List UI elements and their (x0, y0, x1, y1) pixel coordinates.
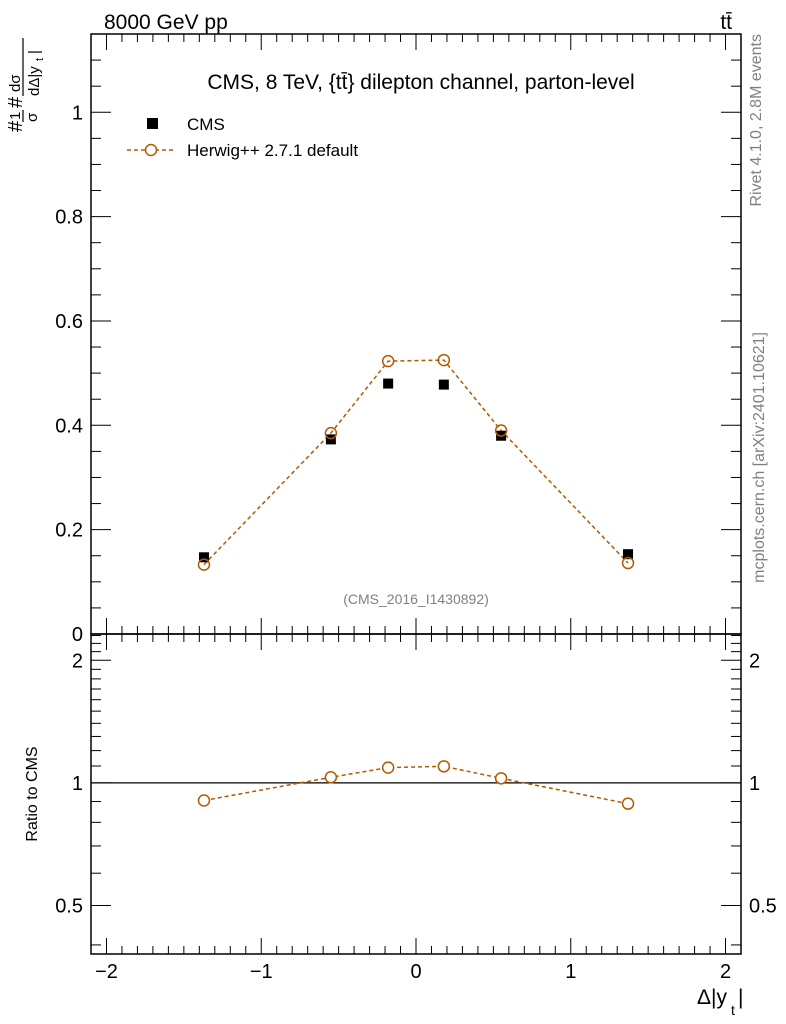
ratio-y-tick-label-right: 0.5 (749, 895, 777, 917)
herwig-point (437, 353, 451, 367)
ratio-herwig-point (324, 771, 338, 784)
main-panel: 0 0.2 0.4 0.6 0.8 1 CMS, 8 TeV, {tt̄} dilepto… (5, 33, 742, 646)
ratio-series (91, 760, 741, 810)
main-y-axis-label: # 1 σ # dσ dΔ|y t | (5, 38, 46, 132)
mcplots-label: mcplots.cern.ch [arXiv:2401.10621] (751, 332, 768, 583)
ratio-y-axis-label: Ratio to CMS (24, 746, 41, 841)
ratio-herwig-point (621, 797, 635, 810)
ratio-y-tick-label-left: 0.5 (55, 895, 83, 917)
main-y-tick-label: 0.6 (55, 311, 83, 333)
legend: CMS Herwig++ 2.7.1 default (127, 115, 358, 160)
main-y-tick-label: 0 (72, 624, 83, 646)
herwig-point (494, 424, 508, 437)
y-label-bar: | (26, 50, 43, 54)
ratio-frame (90, 633, 742, 955)
main-y-tick-label: 0.8 (55, 207, 83, 229)
ratio-y-tick-label-left: 1 (72, 773, 83, 795)
ratio-herwig-line (203, 765, 629, 805)
ratio-y-tick-label-right: 1 (749, 773, 760, 795)
ratio-y-tick-label-left: 2 (72, 650, 83, 672)
x-axis-label: Δ|y t | (697, 986, 743, 1018)
header-left: 8000 GeV pp (104, 11, 228, 34)
ratio-x-axis: −2 −1 0 1 2 (95, 634, 731, 983)
ratio-herwig-point (381, 761, 395, 774)
legend-marker-herwig (144, 143, 158, 157)
legend-marker-cms (147, 118, 158, 129)
ratio-herwig-point (197, 794, 211, 807)
x-tick-label: 2 (720, 961, 731, 983)
y-label-one: 1 (7, 112, 24, 120)
main-series (197, 353, 635, 571)
herwig-line (203, 359, 629, 566)
x-tick-label: −2 (95, 961, 118, 983)
herwig-point (621, 556, 635, 570)
analysis-watermark: (CMS_2016_I1430892) (343, 591, 489, 607)
y-label-hash-2: # (5, 96, 27, 108)
y-label-ddy: dΔ|y (26, 66, 43, 96)
y-label-sub-t: t (34, 58, 46, 61)
cms-data-point (383, 378, 394, 389)
main-y-tick-label: 0.4 (55, 415, 83, 437)
main-y-axis: 0 0.2 0.4 0.6 0.8 1 (55, 59, 741, 646)
main-x-ticks (105, 34, 727, 634)
ratio-y-axis: 0.5 0.5 1 1 2 2 (55, 635, 777, 946)
x-label-delta-y: Δ|y (697, 986, 727, 1009)
x-tick-label: −1 (250, 961, 273, 983)
cms-data-point (325, 434, 336, 445)
x-tick-label: 1 (565, 961, 576, 983)
x-label-bar: | (738, 986, 743, 1009)
main-y-tick-label: 1 (72, 102, 83, 124)
ratio-herwig-point (437, 760, 451, 773)
x-label-sub-t: t (731, 1002, 735, 1018)
ratio-panel: 0.5 0.5 1 1 2 2 −2 −1 0 1 2 Ratio to CMS Δ|y t | (24, 633, 777, 1018)
rivet-version-label: Rivet 4.1.0, 2.8M events (748, 34, 765, 207)
x-tick-label: 0 (410, 961, 421, 983)
cms-data-point (438, 379, 449, 390)
herwig-point (324, 426, 338, 440)
y-label-hash-1: # (5, 120, 27, 132)
ratio-y-tick-label-right: 2 (749, 650, 760, 672)
legend-label-cms: CMS (187, 115, 225, 134)
cms-data-point (198, 552, 209, 563)
y-label-dsigma: dσ (7, 74, 24, 92)
ratio-herwig-point (494, 772, 508, 785)
cms-data-point (623, 549, 634, 560)
y-label-sigma: σ (24, 112, 41, 122)
main-y-tick-label: 0.2 (55, 520, 83, 542)
header-right: tt̄ (720, 11, 732, 34)
herwig-point (197, 558, 211, 571)
chart-title: CMS, 8 TeV, {tt̄} dilepton channel, part… (207, 71, 634, 94)
herwig-point (381, 354, 395, 368)
legend-label-herwig: Herwig++ 2.7.1 default (187, 141, 358, 160)
